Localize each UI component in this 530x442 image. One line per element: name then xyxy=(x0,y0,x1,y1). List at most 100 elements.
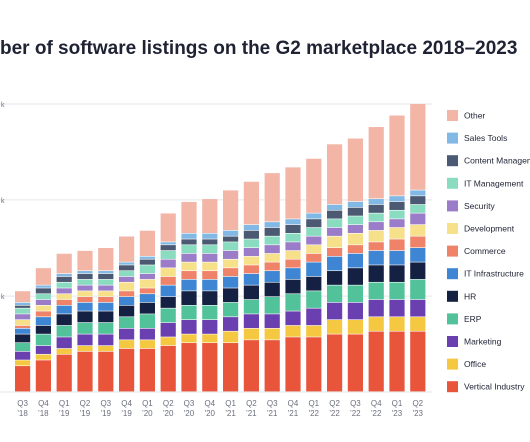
x-tick-label: Q4 xyxy=(121,399,132,408)
legend-label: Other xyxy=(464,111,485,121)
x-tick-label: '20 xyxy=(163,409,174,418)
bar-segment xyxy=(15,302,31,305)
bar-segment xyxy=(160,296,176,308)
legend-swatch xyxy=(447,268,458,280)
x-tick-label: '19 xyxy=(121,409,132,418)
bar-segment xyxy=(202,245,218,254)
bar-segment xyxy=(15,291,31,303)
bars xyxy=(15,104,426,392)
bar-segment xyxy=(181,233,197,239)
bar-segment xyxy=(223,302,239,317)
x-tick-label: '23 xyxy=(392,409,403,418)
bar-segment xyxy=(98,273,114,280)
bar-segment xyxy=(243,340,259,392)
bar-segment xyxy=(285,294,301,311)
legend-label: Content Management xyxy=(464,156,530,166)
bar-segment xyxy=(306,245,322,254)
bar-segment xyxy=(410,236,426,248)
bar-segment xyxy=(15,305,31,308)
bar-segment xyxy=(306,227,322,236)
bar-segment xyxy=(181,334,197,343)
bar-segment xyxy=(160,268,176,277)
legend-item: IT Management xyxy=(447,177,524,189)
bar-segment xyxy=(285,279,301,294)
bar-segment xyxy=(15,320,31,326)
legend-item: Other xyxy=(447,110,485,121)
bar-segment xyxy=(264,222,280,228)
bar-segment xyxy=(285,268,301,280)
bar-segment xyxy=(327,334,343,392)
bar-segment xyxy=(389,299,405,317)
bar-segment xyxy=(389,210,405,219)
chart-title: ber of software listings on the G2 marke… xyxy=(0,38,518,59)
x-tick-label: Q2 xyxy=(412,399,423,408)
bar-segment xyxy=(347,233,363,245)
bar-segment xyxy=(98,311,114,323)
bar-segment xyxy=(327,204,343,210)
legend-label: HR xyxy=(464,291,476,301)
bar-segment xyxy=(285,337,301,392)
y-tick-label: k xyxy=(1,102,5,109)
bar-segment xyxy=(347,268,363,285)
bar-segment xyxy=(119,291,135,297)
bar-segment xyxy=(223,190,239,231)
bar-segment xyxy=(202,233,218,239)
bar-segment xyxy=(410,299,426,317)
bar-segment xyxy=(243,265,259,274)
bar-segment xyxy=(77,351,93,392)
bar-segment xyxy=(223,230,239,236)
bar-segment xyxy=(181,253,197,262)
bar-segment xyxy=(35,311,51,317)
bar-segment xyxy=(56,314,72,326)
bar-segment xyxy=(285,250,301,259)
bar-segment xyxy=(139,230,155,257)
bar-segment xyxy=(139,265,155,274)
bar-segment xyxy=(119,305,135,317)
bar-segment xyxy=(223,242,239,251)
bar-segment xyxy=(139,259,155,265)
bar-segment xyxy=(35,294,51,300)
bar-segment xyxy=(389,239,405,251)
bar-segment xyxy=(347,320,363,334)
legend-label: IT Management xyxy=(464,178,524,188)
bar-segment xyxy=(327,302,343,320)
bar-segment xyxy=(35,288,51,294)
x-tick-label: Q1 xyxy=(142,399,153,408)
bar-segment xyxy=(410,190,426,196)
bar-segment xyxy=(56,305,72,314)
x-tick-label: '20 xyxy=(184,409,195,418)
x-tick-label: Q4 xyxy=(371,399,382,408)
bar-segment xyxy=(243,239,259,248)
bar-segment xyxy=(15,366,31,392)
bar-segment xyxy=(264,296,280,314)
bar-segment xyxy=(98,302,114,311)
bar-segment xyxy=(181,239,197,245)
legend-item: ERP xyxy=(447,313,482,325)
bar-segment xyxy=(243,230,259,239)
bar-segment xyxy=(98,279,114,285)
legend-item: Content Management xyxy=(447,155,530,167)
bar-segment xyxy=(368,204,384,213)
legend-item: Security xyxy=(447,200,495,212)
bar-segment xyxy=(160,345,176,392)
bar-segment xyxy=(285,325,301,337)
bar-segment xyxy=(77,311,93,323)
bar-segment xyxy=(306,337,322,392)
bar-segment xyxy=(119,236,135,262)
bar-segment xyxy=(15,334,31,343)
bar-segment xyxy=(160,242,176,245)
bar-segment xyxy=(347,253,363,268)
bar-segment xyxy=(389,265,405,282)
bar-segment xyxy=(77,273,93,280)
legend-label: IT Infrastructure xyxy=(464,269,524,279)
bar-segment xyxy=(98,285,114,291)
bar-segment xyxy=(77,291,93,297)
x-tick-label: '22 xyxy=(309,409,320,418)
bar-segment xyxy=(347,138,363,202)
bar-segment xyxy=(389,317,405,331)
bar-segment xyxy=(410,317,426,331)
bar-segment xyxy=(264,236,280,245)
bar-segment xyxy=(306,308,322,326)
bar-segment xyxy=(139,279,155,288)
legend-swatch xyxy=(447,245,458,257)
